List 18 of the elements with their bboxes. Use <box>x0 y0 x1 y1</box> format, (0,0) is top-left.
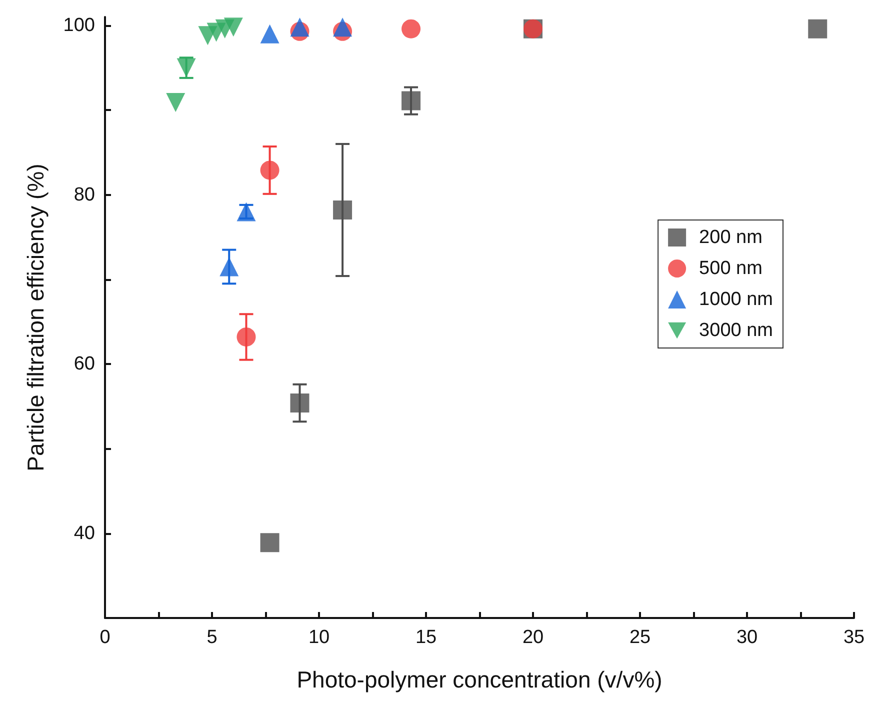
x-tick-label: 30 <box>736 627 758 648</box>
legend-label: 3000 nm <box>699 320 774 341</box>
y-tick-label: 40 <box>74 522 95 544</box>
x-tick-label: 35 <box>843 627 865 648</box>
x-tick-label: 0 <box>100 627 110 648</box>
y-axis-title: Particle filtration efficiency (%) <box>22 164 48 472</box>
y-tick-label: 80 <box>74 184 95 206</box>
legend-label: 500 nm <box>699 258 762 279</box>
x-tick-label: 15 <box>415 627 437 648</box>
y-tick-label: 60 <box>74 354 95 375</box>
x-tick-label: 10 <box>308 627 330 648</box>
y-tick-label: 100 <box>63 14 95 36</box>
x-axis-title: Photo-polymer concentration (v/v%) <box>296 666 662 692</box>
x-tick-label: 25 <box>629 627 651 648</box>
legend-label: 200 nm <box>699 227 762 248</box>
legend-label: 1000 nm <box>699 289 774 310</box>
x-tick-label: 20 <box>522 627 544 648</box>
x-tick-label: 5 <box>206 627 218 648</box>
